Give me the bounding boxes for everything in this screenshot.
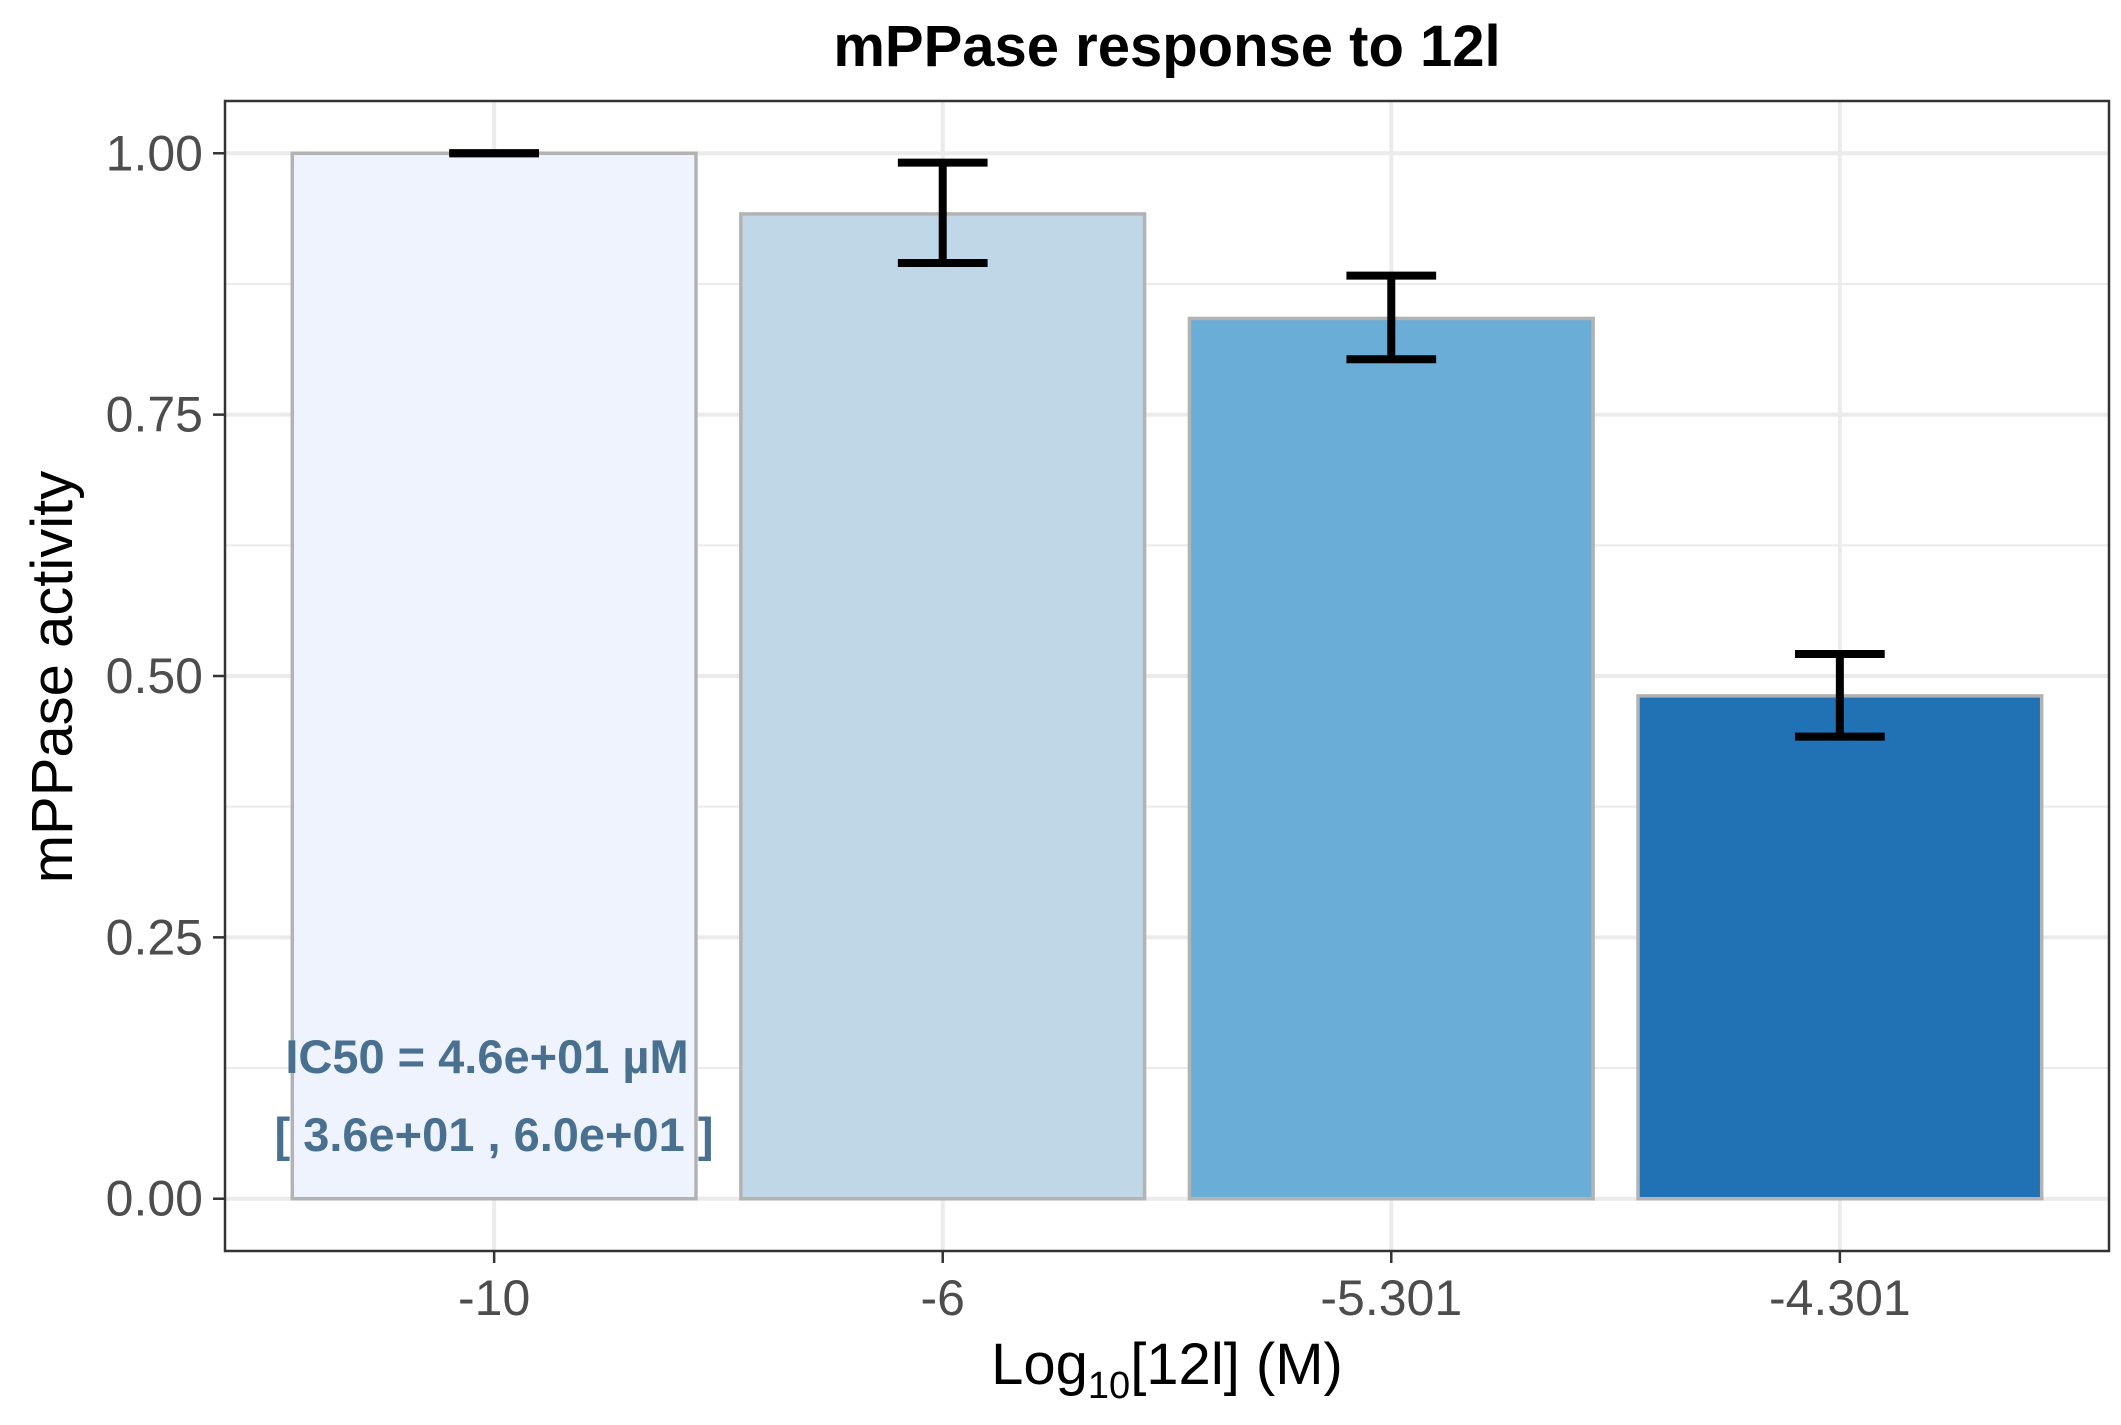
ic50-annotation: IC50 = 4.6e+01 µM — [285, 1030, 688, 1083]
x-axis-ticks: -10 -6 -5.301 -4.301 — [458, 1251, 1911, 1326]
y-axis-ticks: 0.00 0.25 0.50 0.75 1.00 — [106, 125, 225, 1227]
chart-title: mPPase response to 12l — [833, 14, 1500, 79]
error-bar--6 — [897, 158, 988, 268]
x-axis-label-subscript: 10 — [1088, 1365, 1130, 1407]
x-axis-label-suffix: [12l] (M) — [1130, 1332, 1343, 1397]
bar--5.301 — [1187, 316, 1595, 1201]
error-bar--4.301 — [1795, 650, 1885, 741]
y-tick-label: 0.50 — [106, 648, 203, 704]
x-axis-label: Log10[12l] (M) — [991, 1332, 1343, 1407]
ic50-interval-annotation: [ 3.6e+01 , 6.0e+01 ] — [275, 1108, 714, 1161]
y-axis-label: mPPase activity — [20, 471, 85, 884]
bars — [290, 151, 2044, 1201]
x-tick-label: -5.301 — [1320, 1270, 1462, 1326]
x-axis-label-prefix: Log — [991, 1332, 1088, 1397]
error-bars — [449, 149, 1885, 741]
x-tick-label: -10 — [458, 1270, 530, 1326]
y-tick-label: 0.00 — [106, 1171, 203, 1227]
y-tick-label: 1.00 — [106, 125, 203, 181]
bar--10 — [290, 151, 698, 1201]
x-tick-label: -4.301 — [1769, 1270, 1911, 1326]
bar--6 — [739, 212, 1147, 1201]
y-tick-label: 0.75 — [106, 387, 203, 443]
error-bar--5.301 — [1346, 271, 1437, 364]
y-tick-label: 0.25 — [106, 909, 203, 965]
bar--4.301 — [1636, 694, 2044, 1201]
x-tick-label: -6 — [920, 1270, 964, 1326]
